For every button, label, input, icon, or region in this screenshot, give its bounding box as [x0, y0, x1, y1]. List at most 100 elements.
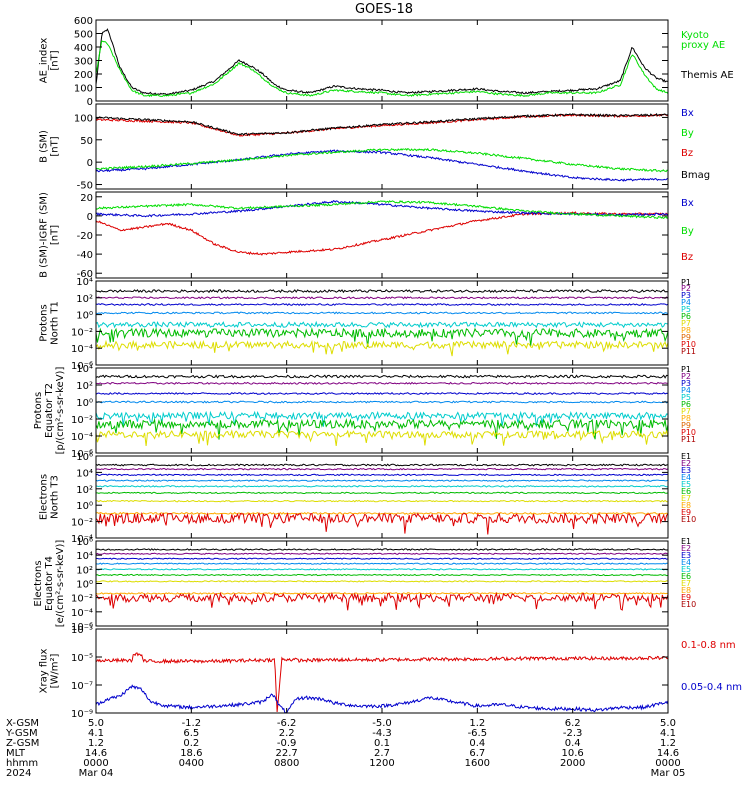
x-axis-value: 6.2 [565, 718, 581, 729]
x-axis-value: 0.1 [374, 738, 390, 749]
x-axis-value: 1.2 [660, 738, 676, 749]
y-tick-label: 10⁻⁴ [71, 608, 93, 619]
series-line-6-6 [96, 491, 669, 495]
legend-entry: P4 [681, 298, 691, 307]
legend-entry: Bx [681, 108, 694, 119]
y-tick-label: 10⁰ [76, 580, 93, 591]
y-axis-label: [nT] [50, 136, 61, 156]
legend-entry: P5 [681, 393, 691, 402]
legend-entry: P11 [681, 435, 696, 444]
series-line-2-1 [95, 113, 669, 138]
y-axis-label: Electrons [39, 474, 50, 520]
x-axis-value: 4.1 [88, 728, 104, 739]
series-line-7-9 [95, 591, 669, 611]
x-axis-value: 1200 [369, 758, 394, 769]
x-axis-value: 22.7 [276, 748, 298, 759]
panel-frame [95, 103, 669, 190]
y-tick-label: 10⁰ [76, 311, 93, 322]
series-line-1-2 [95, 40, 669, 98]
y-tick-label: 10⁻⁴ [71, 432, 93, 443]
x-axis-value: 5.0 [660, 718, 676, 729]
x-axis-value: 14.6 [657, 748, 679, 759]
x-axis-value: 14.6 [85, 748, 107, 759]
legend-entry: P2 [681, 372, 691, 381]
x-axis-table: X-GSMY-GSMZ-GSMMLThhmm20245.04.11.214.60… [5, 718, 685, 779]
x-axis-value: -4.3 [372, 728, 392, 739]
legend-entry: P3 [681, 291, 691, 300]
y-tick-label: 10⁴ [76, 277, 93, 288]
legend-entry: P7 [681, 319, 691, 328]
x-axis-value: 2.7 [374, 748, 390, 759]
y-tick-label: 400 [74, 43, 93, 54]
y-axis-label: Protons [39, 304, 50, 341]
series-line-2-4 [95, 147, 669, 173]
y-axis-label: North T3 [50, 475, 61, 519]
legend-entry: proxy AE [681, 40, 725, 51]
legend-entry: E4 [681, 558, 691, 567]
legend-entry: 0.05-0.4 nm [681, 682, 742, 693]
y-tick-label: 600 [74, 16, 93, 27]
x-axis-value: 0.4 [469, 738, 485, 749]
y-axis-label: B (SM)-IGRF (SM) [39, 192, 50, 278]
x-axis-value: Mar 04 [79, 768, 114, 779]
series-line-4-2 [95, 296, 669, 300]
legend-entry: E8 [681, 501, 691, 510]
series-line-4-6 [95, 327, 669, 347]
legend-entry: P1 [681, 365, 691, 374]
y-axis-label: [W/m²] [50, 653, 61, 688]
series-line-6-3 [95, 473, 669, 477]
series-line-3-3 [95, 200, 669, 220]
x-row-label: X-GSM [6, 718, 39, 729]
x-axis-value: -0.9 [277, 738, 297, 749]
legend-entry: E3 [681, 551, 691, 560]
legend-entry: P4 [681, 386, 691, 395]
x-axis-value: 6.7 [469, 748, 485, 759]
y-axis-label: Equator T2 [44, 383, 55, 438]
y-tick-label: 10⁰ [76, 501, 93, 512]
panel-5: 10⁴ 10² 10⁰ 10⁻² 10⁻⁴ 10⁻⁶ Protons Equator T2 [p… [33, 364, 696, 460]
legend-entry: E5 [681, 480, 691, 489]
panel-frame [95, 628, 669, 714]
legend-entry: By [681, 128, 694, 139]
legend-entry: P10 [681, 340, 696, 349]
y-tick-label: 10⁻⁹ [71, 709, 93, 720]
y-tick-label: -40 [77, 250, 93, 261]
series-line-5-5 [95, 410, 669, 427]
x-axis-value: -5.0 [372, 718, 392, 729]
series-line-7-2 [95, 552, 669, 555]
y-tick-label: 10⁻⁶ [71, 361, 93, 372]
y-tick-label: 10⁻⁶ [71, 449, 93, 460]
y-tick-label: 10⁶ [76, 452, 93, 463]
legend-entry: P3 [681, 379, 691, 388]
x-axis-value: Mar 05 [651, 768, 686, 779]
legend-entry: P5 [681, 305, 691, 314]
panel-frame [95, 367, 669, 454]
y-tick-label: 10⁻⁴ [71, 534, 93, 545]
y-tick-label: 50 [80, 136, 93, 147]
x-axis-value: 0000 [83, 758, 108, 769]
series-line-7-8 [95, 592, 668, 595]
y-tick-label: 10⁻⁶ [71, 622, 93, 633]
x-axis-value: -6.2 [277, 718, 297, 729]
series-line-3-1 [95, 211, 669, 256]
y-tick-label: 0 [87, 158, 93, 169]
series-line-6-9 [95, 511, 669, 535]
legend-entry: Bz [681, 148, 693, 159]
y-axis-label: Xray flux [39, 649, 50, 694]
legend-entry: By [681, 226, 694, 237]
x-row-label: 2024 [6, 768, 31, 779]
legend-entry: E1 [681, 452, 691, 461]
y-tick-label: 100 [74, 84, 93, 95]
panel-3: -60 -40 -20 0 20 B (SM)-IGRF (SM) [nT] Bx By Bz [39, 191, 694, 280]
y-tick-label: 10⁻² [71, 327, 93, 338]
series-line-7-6 [95, 573, 669, 577]
legend-entry: E3 [681, 466, 691, 475]
x-axis-value: 4.1 [660, 728, 676, 739]
x-axis-value: 1600 [465, 758, 490, 769]
y-tick-label: -60 [77, 269, 93, 280]
y-tick-label: 100 [74, 113, 93, 124]
y-tick-label: 300 [74, 57, 93, 68]
series-line-7-3 [95, 557, 669, 560]
series-line-4-4 [95, 311, 669, 315]
